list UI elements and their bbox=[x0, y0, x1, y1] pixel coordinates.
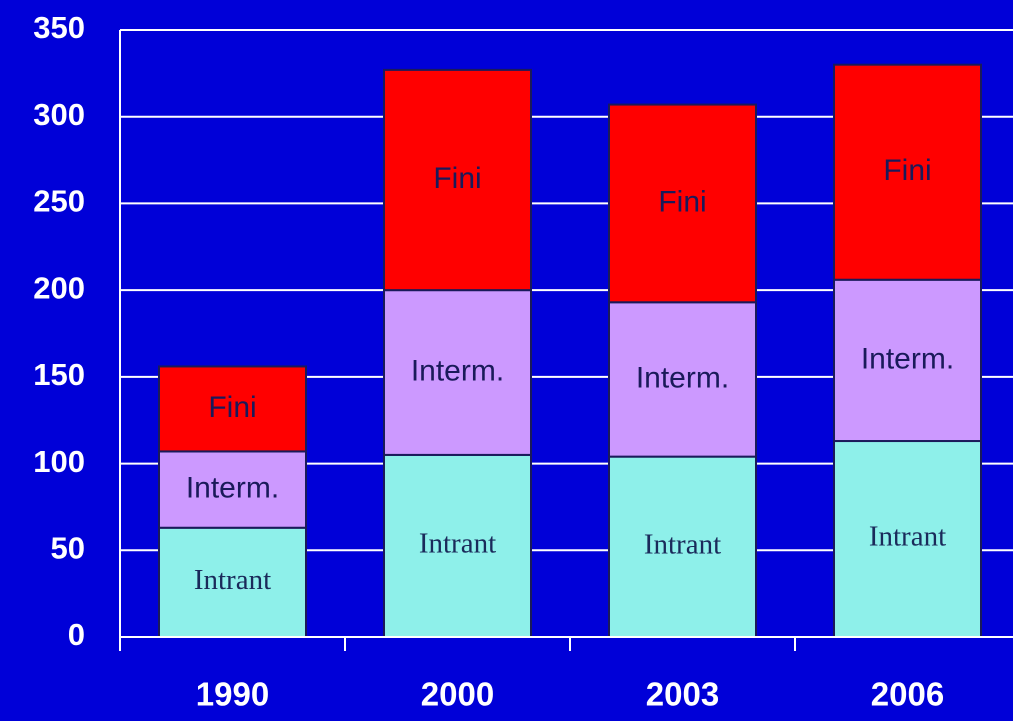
y-tick-label: 100 bbox=[33, 444, 85, 479]
segment-label: Fini bbox=[883, 154, 931, 187]
segment-label: Fini bbox=[658, 185, 706, 218]
segment-label: Intrant bbox=[644, 528, 721, 560]
bar-segment bbox=[158, 526, 307, 638]
bar-segment bbox=[158, 365, 307, 453]
x-tick-label: 2003 bbox=[646, 676, 719, 713]
segment-label: Interm. bbox=[861, 342, 954, 375]
x-tick-label: 2000 bbox=[421, 676, 494, 713]
x-tick-label: 1990 bbox=[196, 676, 269, 713]
y-tick-label: 250 bbox=[33, 184, 85, 219]
segment-label: Intrant bbox=[419, 528, 496, 560]
segment-label: Interm. bbox=[411, 354, 504, 387]
y-tick-label: 350 bbox=[33, 10, 85, 45]
bar-segment bbox=[833, 440, 982, 639]
bar-segment bbox=[608, 301, 757, 458]
y-tick-label: 200 bbox=[33, 270, 85, 305]
segment-label: Intrant bbox=[194, 564, 271, 596]
bar-segment bbox=[383, 289, 532, 456]
segment-label: Intrant bbox=[869, 521, 946, 553]
segment-label: Interm. bbox=[186, 472, 279, 505]
bar-segment bbox=[608, 103, 757, 304]
x-tick-label: 2006 bbox=[871, 676, 944, 713]
segment-label: Interm. bbox=[636, 361, 729, 394]
bar-segment bbox=[833, 278, 982, 443]
bar-segment bbox=[158, 450, 307, 529]
y-tick-label: 50 bbox=[51, 530, 85, 565]
segment-label: Fini bbox=[433, 162, 481, 195]
bar-segment bbox=[383, 68, 532, 292]
y-tick-label: 0 bbox=[68, 617, 85, 652]
y-tick-label: 150 bbox=[33, 357, 85, 392]
segment-label: Fini bbox=[208, 391, 256, 424]
y-tick-label: 300 bbox=[33, 97, 85, 132]
bar-segment bbox=[383, 453, 532, 638]
bar-segment bbox=[833, 63, 982, 281]
